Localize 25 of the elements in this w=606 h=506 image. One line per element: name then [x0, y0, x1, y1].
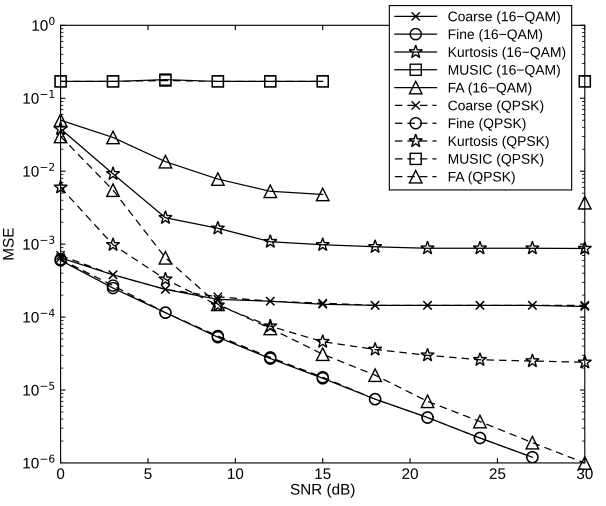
legend-label: MUSIC (16−QAM): [448, 64, 560, 78]
y-tick-label: 10$^{−6}$: [23, 454, 55, 469]
legend-label: Kurtosis (16−QAM): [448, 46, 566, 60]
x-tick-label: 5: [144, 468, 152, 480]
x-tick-label: 10: [228, 468, 244, 480]
y-tick-label: 10$^{−4}$: [23, 308, 55, 323]
x-tick-label: 20: [402, 468, 418, 480]
legend-label: MUSIC (QPSK): [448, 154, 544, 167]
legend-label: Kurtosis (QPSK): [448, 136, 549, 149]
x-tick-label: 0: [56, 468, 64, 480]
legend-label: Coarse (QPSK): [448, 100, 544, 114]
y-tick-label: 10$^{0}$: [32, 16, 55, 31]
legend-label: Fine (QPSK): [448, 118, 526, 131]
legend-label: Fine (16−QAM): [448, 28, 542, 42]
legend-label: FA (QPSK): [448, 171, 515, 184]
legend-label: FA (16−QAM): [448, 82, 532, 96]
y-tick-label: 10$^{−5}$: [23, 382, 54, 396]
x-tick-label: 15: [315, 468, 331, 480]
y-tick-label: 10$^{−2}$: [23, 162, 54, 177]
x-tick-label: 25: [490, 468, 506, 480]
legend-label: Coarse (16−QAM): [448, 11, 560, 24]
y-tick-label: 10$^{−1}$: [23, 90, 54, 104]
y-tick-label: 10$^{−3}$: [23, 236, 54, 250]
y-axis-title: MSE: [2, 228, 14, 260]
x-axis-title: SNR (dB): [290, 483, 354, 498]
